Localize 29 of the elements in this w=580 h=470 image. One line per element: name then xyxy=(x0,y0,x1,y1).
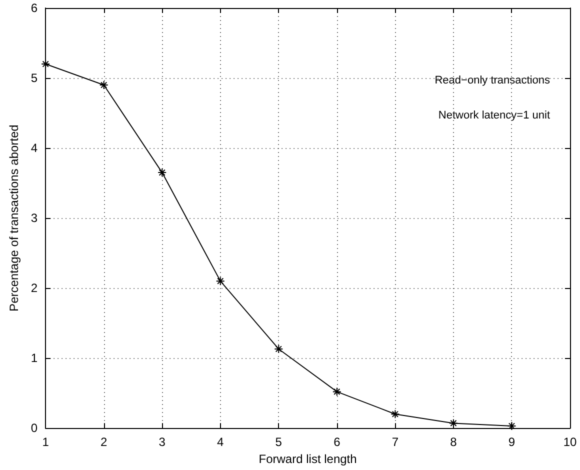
x-tick-label: 4 xyxy=(217,435,224,450)
y-tick-label: 1 xyxy=(30,351,38,366)
x-tick-label: 8 xyxy=(450,435,458,450)
x-tick-label: 5 xyxy=(275,435,282,450)
x-tick-label: 2 xyxy=(100,435,108,450)
x-tick-label: 3 xyxy=(158,435,166,450)
x-tick-label: 6 xyxy=(334,435,341,450)
y-axis-title: Percentage of transactions aborted xyxy=(7,124,21,312)
point xyxy=(274,344,284,354)
point xyxy=(332,387,342,396)
point xyxy=(158,168,167,178)
x-tick-label: 10 xyxy=(563,435,577,450)
y-tick-label: 3 xyxy=(30,211,38,226)
y-tick-label: 2 xyxy=(30,281,38,296)
x-tick-label: 9 xyxy=(508,435,516,450)
point xyxy=(390,410,400,419)
point xyxy=(41,60,50,69)
y-tick-label: 0 xyxy=(30,421,38,436)
point xyxy=(99,80,108,90)
x-tick-label: 7 xyxy=(392,435,399,450)
point xyxy=(216,276,225,286)
x-tick-label: 1 xyxy=(42,435,50,450)
y-tick-label: 5 xyxy=(30,71,38,86)
annotation: Read−only transactions xyxy=(434,74,550,86)
y-tick-label: 4 xyxy=(30,141,38,156)
y-tick-label: 6 xyxy=(30,1,38,15)
x-axis-title: Forward list length xyxy=(258,452,357,466)
annotation: Network latency=1 unit xyxy=(438,110,550,122)
point xyxy=(448,418,458,428)
